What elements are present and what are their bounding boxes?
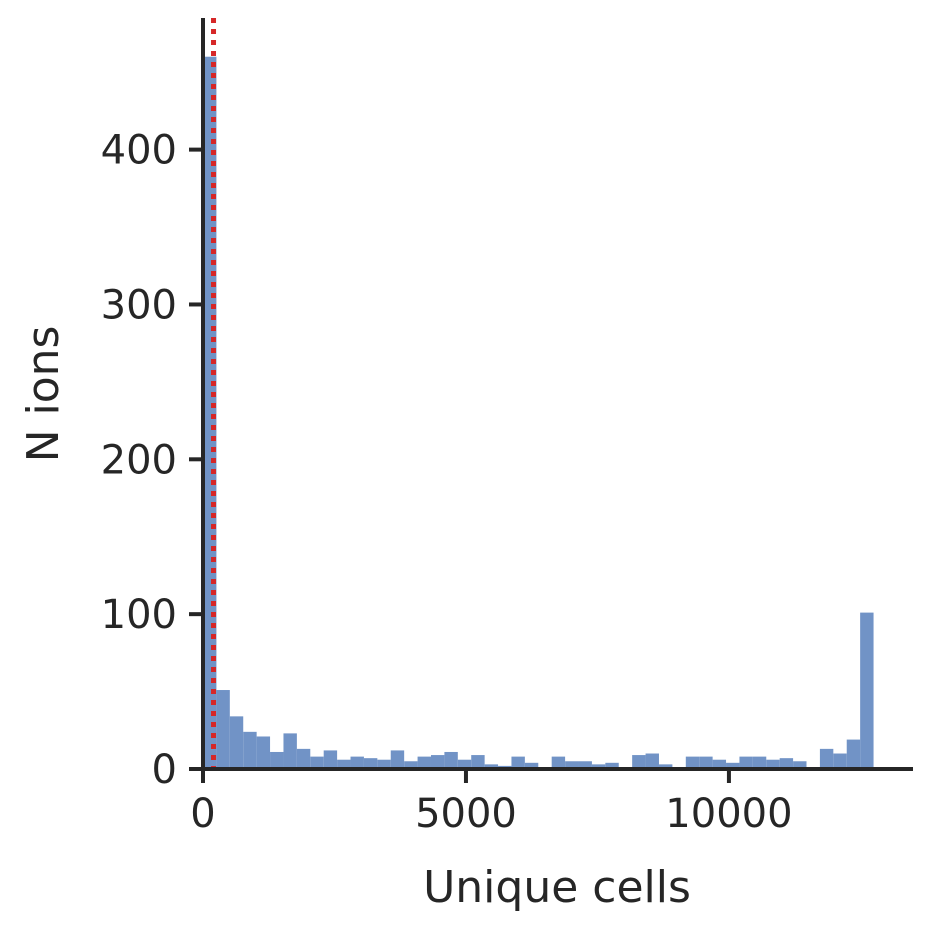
- histogram-bar: [739, 756, 753, 769]
- histogram-bar: [404, 761, 418, 769]
- histogram-bar: [699, 756, 713, 769]
- histogram-bar: [377, 759, 391, 769]
- histogram-bar: [565, 761, 579, 769]
- bars-group: [203, 56, 874, 769]
- y-tick-label: 100: [101, 592, 177, 638]
- histogram-bar: [243, 731, 257, 769]
- histogram-bar: [270, 751, 284, 769]
- histogram-bar: [390, 750, 405, 769]
- histogram-bar: [645, 753, 659, 769]
- histogram-bar: [712, 759, 727, 769]
- histogram-bar: [860, 612, 874, 769]
- axes-group: [201, 18, 913, 771]
- histogram-bar: [323, 750, 338, 769]
- histogram-bar: [310, 756, 324, 769]
- histogram-bar: [337, 759, 351, 769]
- histogram-bar: [363, 758, 378, 769]
- histogram-bar: [430, 755, 445, 769]
- histogram-bar: [511, 756, 525, 769]
- y-tick-label: 200: [101, 437, 177, 483]
- histogram-bar: [632, 755, 646, 769]
- histogram-bar: [283, 733, 297, 769]
- histogram-bar: [752, 756, 767, 769]
- histogram-bar: [591, 764, 606, 769]
- y-axis-label: N ions: [18, 326, 69, 463]
- histogram-bar: [350, 756, 364, 769]
- histogram-bar: [779, 758, 794, 769]
- x-axis-label: Unique cells: [423, 862, 691, 913]
- histogram-bar: [296, 748, 311, 769]
- y-tick-label: 400: [101, 128, 177, 174]
- histogram-bar: [417, 756, 431, 769]
- histogram-bar: [578, 761, 592, 769]
- histogram-bar: [766, 759, 780, 769]
- x-tick-label: 10000: [665, 791, 792, 837]
- histogram-bar: [229, 716, 244, 769]
- histogram-bar: [685, 756, 700, 769]
- histogram-bar: [819, 748, 834, 769]
- histogram-bar: [658, 764, 673, 769]
- histogram-bar: [793, 761, 807, 769]
- x-tick-label: 5000: [415, 791, 517, 837]
- ticks-group: 0 5000 10000 0 100 200 300 400: [101, 128, 793, 837]
- histogram-bar: [726, 762, 740, 769]
- y-tick-label: 300: [101, 282, 177, 328]
- histogram-bar: [846, 739, 861, 769]
- histogram-bar: [216, 690, 230, 769]
- x-tick-label: 0: [190, 791, 215, 837]
- histogram-bar: [444, 751, 458, 769]
- histogram-bar: [605, 762, 619, 769]
- histogram-bar: [256, 736, 271, 769]
- histogram-bar: [457, 759, 472, 769]
- y-tick-label: 0: [152, 747, 177, 793]
- histogram-bar: [524, 762, 539, 769]
- histogram-bar: [484, 764, 499, 769]
- histogram-bar: [833, 753, 847, 769]
- histogram-bar: [551, 756, 566, 769]
- histogram-bar: [471, 755, 485, 769]
